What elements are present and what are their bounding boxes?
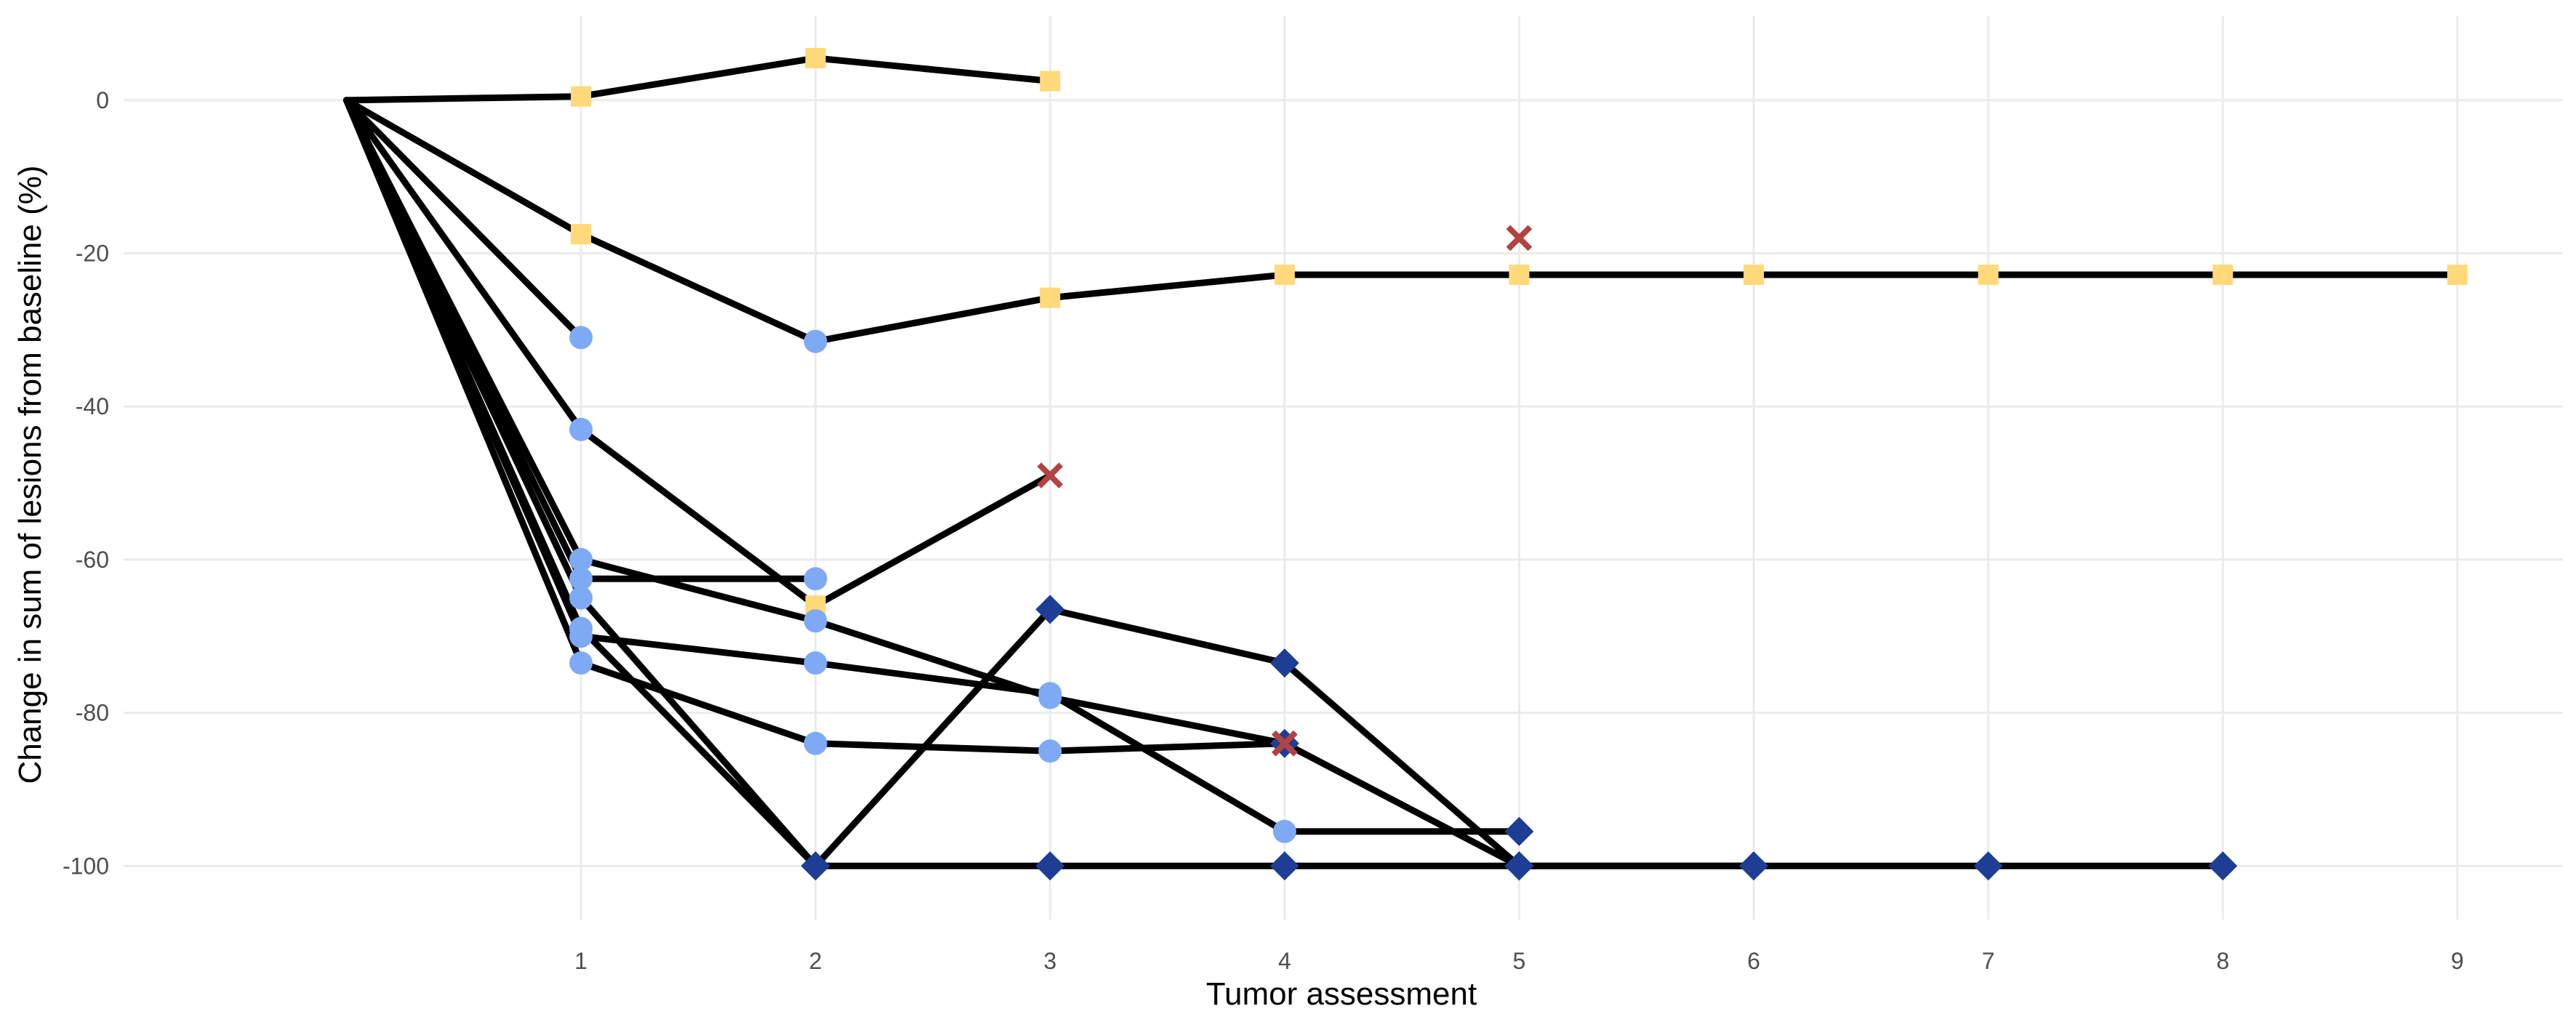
x-tick-label: 7 bbox=[1982, 948, 1995, 974]
data-point-diamond bbox=[1269, 648, 1299, 678]
markers bbox=[569, 47, 2468, 881]
data-point-square bbox=[1040, 71, 1061, 92]
data-point-circle bbox=[569, 651, 593, 675]
data-point-diamond bbox=[1504, 851, 1534, 881]
data-point-square bbox=[2447, 265, 2468, 286]
y-tick-label: -60 bbox=[76, 547, 109, 573]
data-point-cross bbox=[1272, 730, 1298, 757]
data-point-square bbox=[1274, 265, 1295, 286]
data-point-circle bbox=[569, 624, 593, 648]
y-tick-label: -100 bbox=[63, 853, 109, 879]
y-tick-label: -80 bbox=[76, 700, 109, 726]
x-tick-label: 2 bbox=[809, 948, 822, 974]
grid bbox=[124, 16, 2563, 920]
y-tick-label: -20 bbox=[76, 241, 109, 267]
data-point-circle bbox=[1038, 739, 1062, 763]
data-point-square bbox=[1978, 265, 1999, 286]
data-point-square bbox=[805, 47, 826, 68]
x-tick-label: 4 bbox=[1278, 948, 1291, 974]
data-point-circle bbox=[803, 609, 827, 633]
data-point-diamond bbox=[1269, 851, 1299, 881]
data-point-circle bbox=[803, 329, 827, 353]
data-point-square bbox=[1040, 287, 1061, 308]
x-tick-label: 5 bbox=[1513, 948, 1526, 974]
data-point-diamond bbox=[1739, 851, 1769, 881]
data-point-circle bbox=[1038, 682, 1062, 706]
x-tick-labels: 1 2 3 4 5 6 7 8 9 bbox=[574, 948, 2464, 974]
x-tick-label: 3 bbox=[1043, 948, 1056, 974]
series-line bbox=[343, 97, 1522, 869]
data-point-diamond bbox=[1973, 851, 2003, 881]
series-line bbox=[343, 97, 585, 341]
y-axis-title: Change in sum of lesions from baseline (… bbox=[12, 165, 48, 784]
series-line bbox=[343, 97, 1522, 835]
data-point-circle bbox=[569, 567, 593, 591]
data-point-circle bbox=[803, 731, 827, 755]
data-point-square bbox=[1509, 265, 1530, 286]
y-tick-labels: 0 -20 -40 -60 -80 -100 bbox=[63, 87, 109, 879]
data-point-square bbox=[1744, 265, 1765, 286]
data-point-cross bbox=[1506, 225, 1533, 252]
data-point-circle bbox=[803, 567, 827, 591]
data-point-diamond bbox=[801, 851, 830, 881]
x-tick-label: 8 bbox=[2216, 948, 2229, 974]
series-line bbox=[343, 55, 1054, 104]
data-point-circle bbox=[569, 326, 593, 350]
x-tick-label: 6 bbox=[1747, 948, 1760, 974]
data-point-square bbox=[571, 224, 592, 245]
series-lines bbox=[343, 55, 2461, 869]
data-point-cross bbox=[1037, 462, 1064, 488]
x-tick-label: 1 bbox=[574, 948, 587, 974]
y-tick-label: 0 bbox=[96, 87, 109, 113]
data-point-square bbox=[571, 86, 592, 107]
data-point-circle bbox=[569, 586, 593, 610]
x-axis-title: Tumor assessment bbox=[1206, 976, 1477, 1012]
data-point-circle bbox=[569, 417, 593, 441]
data-point-diamond bbox=[1504, 816, 1534, 846]
data-point-square bbox=[2212, 265, 2234, 286]
data-point-circle bbox=[1272, 819, 1296, 843]
data-point-diamond bbox=[1035, 595, 1065, 624]
series-line bbox=[343, 97, 1054, 609]
series-line bbox=[343, 97, 2461, 345]
data-point-circle bbox=[569, 547, 593, 571]
x-tick-label: 9 bbox=[2451, 948, 2464, 974]
data-point-diamond bbox=[2208, 851, 2238, 881]
y-tick-label: -40 bbox=[76, 393, 109, 419]
data-point-diamond bbox=[1035, 851, 1065, 881]
data-point-circle bbox=[803, 651, 827, 675]
